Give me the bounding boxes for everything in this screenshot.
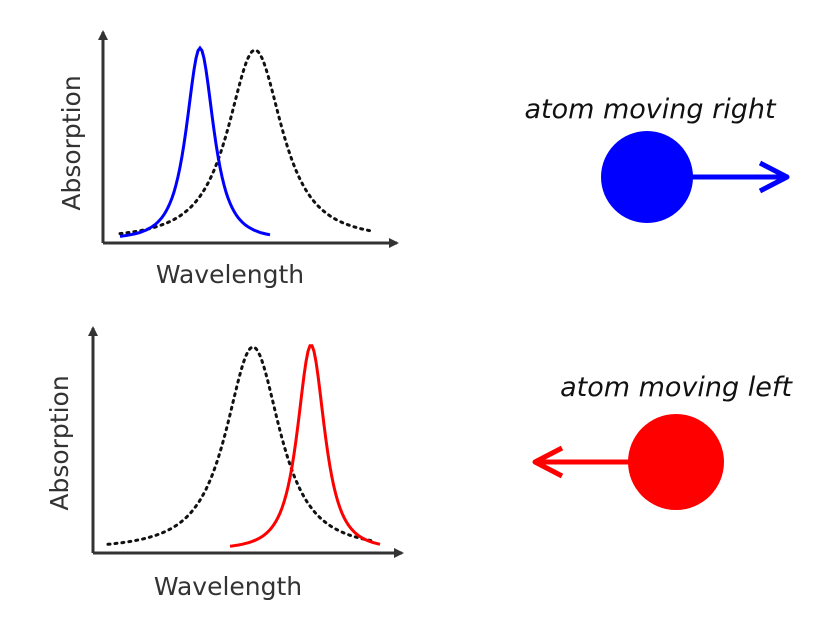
y-axis-label: Absorption [57, 75, 86, 210]
atom-circle [601, 131, 693, 223]
bottom-absorption-plot: Absorption Wavelength [45, 326, 404, 601]
atom-label: atom moving left [560, 372, 793, 403]
top-absorption-plot: Absorption Wavelength [57, 30, 399, 289]
rest-frame-absorption-curve [106, 345, 376, 546]
red-shifted-absorption-curve [229, 344, 381, 548]
atom-moving-right: atom moving right [524, 94, 790, 223]
y-axis-label: Absorption [45, 375, 74, 510]
x-axis-label: Wavelength [154, 572, 302, 601]
rest-frame-absorption-curve [118, 48, 372, 236]
atom-circle [628, 414, 724, 510]
blue-shifted-absorption-curve [119, 45, 271, 238]
arrow-right-icon [758, 160, 790, 194]
atom-moving-left: atom moving left [532, 372, 793, 510]
arrow-left-icon [532, 445, 564, 479]
x-axis-label: Wavelength [156, 260, 304, 289]
atom-label: atom moving right [524, 94, 777, 125]
